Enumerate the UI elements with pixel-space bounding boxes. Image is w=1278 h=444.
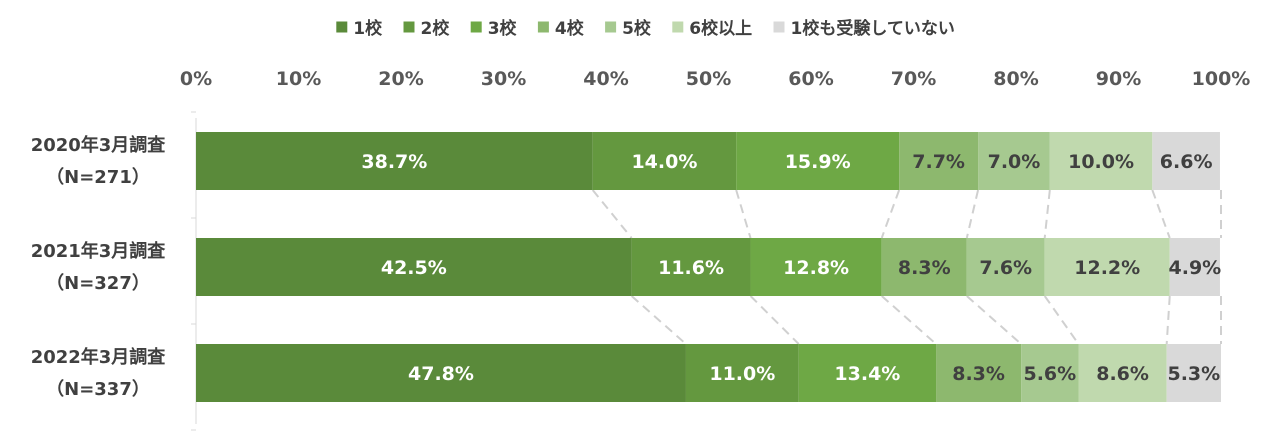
series-line: [591, 189, 633, 239]
data-label: 7.0%: [988, 151, 1041, 173]
bar-segment: [1152, 132, 1220, 190]
bar-segment: [936, 344, 1022, 402]
data-label: 11.0%: [709, 363, 775, 385]
data-label: 5.3%: [1167, 363, 1220, 385]
category-label: （N=327）: [46, 273, 150, 294]
bar-segment: [798, 344, 937, 402]
series-line: [630, 295, 687, 345]
series-line: [880, 189, 901, 239]
data-label: 12.8%: [783, 257, 849, 279]
data-label: 7.6%: [979, 257, 1032, 279]
category-label: 2020年3月調査: [31, 134, 166, 156]
bar-segment: [1044, 238, 1170, 296]
x-tick-label: 40%: [583, 68, 628, 90]
data-label: 8.6%: [1096, 363, 1149, 385]
legend-swatch-2: [403, 21, 415, 33]
series-line: [881, 295, 937, 345]
data-label: 8.3%: [952, 363, 1005, 385]
category-label: 2022年3月調査: [31, 346, 166, 368]
data-label: 15.9%: [785, 151, 851, 173]
data-label: 13.4%: [834, 363, 900, 385]
bars: [196, 132, 1221, 402]
data-label: 4.9%: [1169, 257, 1222, 279]
x-tick-label: 70%: [891, 68, 936, 90]
data-label: 5.6%: [1023, 363, 1076, 385]
legend-label-2: 2校: [421, 18, 451, 39]
legend-label-3: 3校: [488, 18, 518, 39]
series-line: [1043, 189, 1051, 239]
bar-segment: [1021, 344, 1079, 402]
legend-swatch-4: [537, 21, 549, 33]
legend-label-5: 5校: [622, 18, 652, 39]
legend: 1校 2校 3校 4校 5校 6校以上 1校も受験していない: [336, 18, 955, 39]
bar-segment: [1169, 238, 1220, 296]
bar-segment: [196, 344, 686, 402]
legend-label-4: 4校: [555, 18, 585, 39]
bar-segment: [1166, 344, 1221, 402]
legend-swatch-5: [605, 21, 617, 33]
bar-segment: [736, 132, 900, 190]
legend-label-7: 1校も受験していない: [791, 18, 955, 39]
x-tick-label: 80%: [993, 68, 1038, 90]
x-tick-label: 90%: [1096, 68, 1141, 90]
series-line: [735, 189, 752, 239]
bar-segment: [881, 238, 967, 296]
data-label: 12.2%: [1074, 257, 1140, 279]
bar-segment: [1078, 344, 1167, 402]
legend-label-1: 1校: [353, 18, 383, 39]
x-tick-label: 0%: [180, 68, 212, 90]
data-label: 14.0%: [631, 151, 697, 173]
bar-segment: [685, 344, 799, 402]
x-tick-label: 60%: [788, 68, 833, 90]
series-lines: [591, 189, 1222, 345]
x-tick-label: 50%: [686, 68, 731, 90]
bar-segment: [750, 238, 882, 296]
series-line: [1043, 295, 1080, 345]
bar-segment: [592, 132, 737, 190]
legend-swatch-3: [470, 21, 482, 33]
data-label: 42.5%: [381, 257, 447, 279]
category-labels: 2020年3月調査 （N=271） 2021年3月調査 （N=327） 2022年3月調…: [31, 134, 166, 400]
bar-segment: [966, 238, 1045, 296]
bar-segment: [196, 238, 632, 296]
series-line: [1165, 295, 1171, 345]
x-tick-label: 100%: [1192, 68, 1251, 90]
series-line: [965, 189, 980, 239]
x-tick-label: 30%: [481, 68, 526, 90]
data-label: 7.7%: [912, 151, 965, 173]
data-label: 10.0%: [1068, 151, 1134, 173]
category-label: （N=337）: [46, 379, 150, 400]
data-label: 8.3%: [898, 257, 951, 279]
legend-label-6: 6校以上: [689, 18, 752, 39]
data-labels: 38.7% 14.0% 15.9% 7.7% 7.0% 10.0% 6.6% 42.5% 11.…: [361, 151, 1221, 385]
bar-segment: [978, 132, 1050, 190]
bar-segment: [899, 132, 979, 190]
legend-swatch-6: [672, 21, 684, 33]
x-tick-label: 10%: [276, 68, 321, 90]
x-axis-ticks: 0% 10% 20% 30% 40% 50% 60% 70% 80% 90% 100%: [180, 68, 1251, 431]
bar-segment: [1049, 132, 1153, 190]
data-label: 6.6%: [1160, 151, 1213, 173]
data-label: 11.6%: [658, 257, 724, 279]
category-label: （N=271）: [46, 167, 150, 188]
series-line: [966, 295, 1022, 345]
legend-swatch-7: [773, 21, 785, 33]
data-label: 47.8%: [408, 363, 474, 385]
category-label: 2021年3月調査: [31, 240, 166, 262]
series-line: [749, 295, 800, 345]
legend-swatch-1: [336, 21, 348, 33]
x-tick-label: 20%: [378, 68, 423, 90]
bar-segment: [196, 132, 593, 190]
data-label: 38.7%: [361, 151, 427, 173]
series-line: [1151, 189, 1171, 239]
bar-segment: [631, 238, 751, 296]
